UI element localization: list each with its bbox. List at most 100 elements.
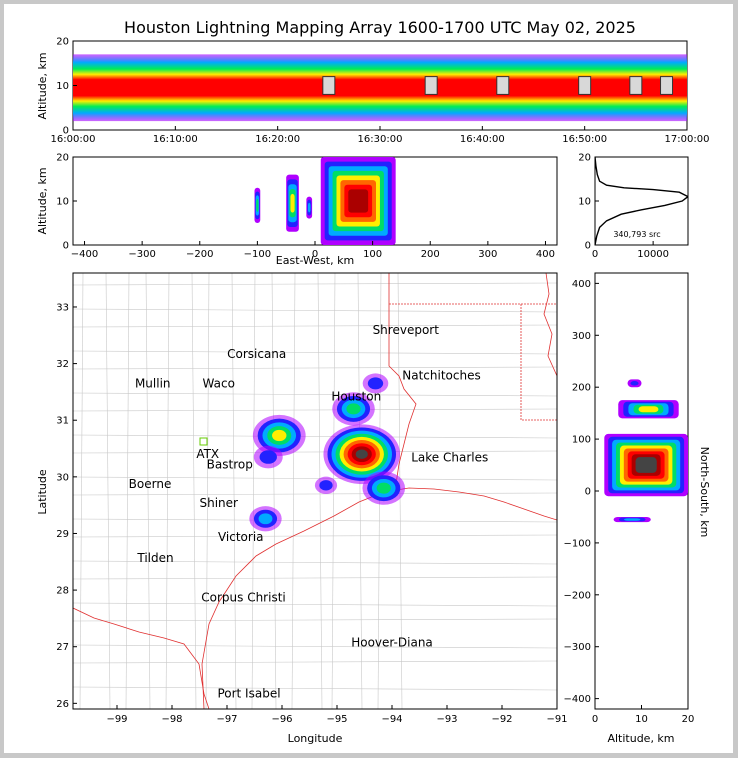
county-line [357,273,363,709]
altitude-tick-label: 0 [63,126,69,137]
ew-tick-label: 0 [312,249,318,260]
time-tick-label: 16:30:00 [358,134,403,145]
county-line [73,644,557,649]
density-cell [630,381,639,386]
county-line [73,492,557,496]
altitude-tick-label: 0 [592,714,598,725]
time-tick-label: 16:10:00 [153,134,198,145]
plan-view-panel: Shreveport Corsicana Waco Natchitoches Mulli… [36,272,568,745]
storm-core [578,76,592,95]
storm-core [496,76,510,95]
place-label: Natchitoches [402,368,480,382]
county-line [251,273,256,709]
ns-tick-label: 0 [585,487,591,498]
ew-tick-label: 400 [536,249,555,260]
figure-title: Houston Lightning Mapping Array 1600-170… [124,18,636,37]
histogram-curve [595,157,688,245]
latitude-tick-label: 31 [56,416,69,427]
storm-cell [258,513,273,525]
density-cell [638,406,659,413]
histogram-ticks: 0 10000 0 10 20 [578,153,669,261]
place-label: Corsicana [227,347,286,361]
count-tick-label: 10000 [637,249,669,260]
storm-cell [346,403,361,415]
county-line [73,576,557,580]
place-label: Corpus Christi [201,590,286,604]
longitude-tick-label: −99 [106,714,127,725]
place-label: Port Isabel [217,687,280,701]
ns-tick-label: −200 [564,590,591,601]
ew-tick-label: −100 [244,249,271,260]
ns-tick-label: 100 [572,435,591,446]
density-cell [290,193,295,213]
storm-core [322,76,336,95]
altitude-tick-label: 10 [578,197,591,208]
longitude-tick-label: −94 [381,714,402,725]
panel-b-xlabel: East-West, km [276,254,354,267]
ns-tick-label: −100 [564,538,591,549]
place-label: Shiner [200,496,239,510]
ew-tick-label: 200 [421,249,440,260]
longitude-tick-label: −92 [491,714,512,725]
storm-cell [367,377,384,390]
gulf-coastline [201,487,557,709]
density-cell [635,457,657,473]
altitude-time-panel: 16:00:00 16:10:00 16:20:00 16:30:00 16:40:00… [36,37,709,146]
longitude-tick-label: −96 [271,714,292,725]
density-cell [348,189,369,213]
panel-e-xlabel: Altitude, km [607,732,674,745]
altitude-time-ticks: 16:00:00 16:10:00 16:20:00 16:30:00 16:40:00… [51,37,710,146]
storm-cell [319,480,333,491]
panel-d-xlabel: Longitude [288,732,343,745]
density-cell [624,518,641,521]
altitude-tick-label: 10 [56,197,69,208]
altitude-tick-label: 0 [63,241,69,252]
latitude-tick-label: 32 [56,359,69,370]
county-line [73,308,557,313]
ns-tick-label: 400 [572,279,591,290]
altitude-tick-label: 20 [56,153,69,164]
place-label: Shreveport [373,323,440,337]
coastline [73,607,210,709]
county-line [73,282,557,286]
atx-station-marker [199,437,208,446]
place-label: Mullin [135,376,171,390]
panel-d-frame [72,272,558,710]
state-border-north [389,303,557,421]
north-south-ticks: 0 10 20 −400 −300 −200 −100 0 100 200 300 400 [564,279,695,725]
county-line [231,273,237,709]
county-line [105,273,111,709]
time-tick-label: 16:40:00 [460,134,505,145]
county-line [145,273,151,709]
panel-d-ylabel: Latitude [36,469,49,515]
latitude-tick-label: 28 [56,586,69,597]
state-border-tx-la [388,273,417,493]
place-label: Lake Charles [411,451,488,465]
figure-frame: Houston Lightning Mapping Array 1600-170… [4,4,733,753]
north-south-altitude-panel: 0 10 20 −400 −300 −200 −100 0 100 200 300 400 Altit… [564,272,711,745]
county-line [73,408,557,412]
time-tick-label: 16:00:00 [51,134,96,145]
place-label: Victoria [218,530,264,544]
altitude-tick-label: 10 [635,714,648,725]
latitude-tick-label: 26 [56,699,69,710]
altitude-tick-label: 20 [56,37,69,48]
storm-cell [259,450,277,464]
county-line [271,273,277,709]
storm-cell [272,429,287,442]
plan-view-density [249,373,406,532]
map-layer: Shreveport Corsicana Waco Natchitoches Mulli… [73,273,557,709]
map-ticks: −99 −98 −97 −96 −95 −94 −93 −92 −91 26 27 28 29 30 31 3… [56,302,567,725]
altitude-band [73,54,687,122]
ew-tick-label: −300 [128,249,155,260]
panel-b-ylabel: Altitude, km [36,167,49,234]
latitude-tick-label: 27 [56,642,69,653]
ew-tick-label: 300 [478,249,497,260]
county-line [73,686,557,691]
latitude-tick-label: 29 [56,529,69,540]
county-line [165,273,170,709]
panel-b-frame [72,156,558,246]
county-line [73,534,557,538]
place-label: ATX [196,447,219,461]
county-grid [73,273,557,709]
